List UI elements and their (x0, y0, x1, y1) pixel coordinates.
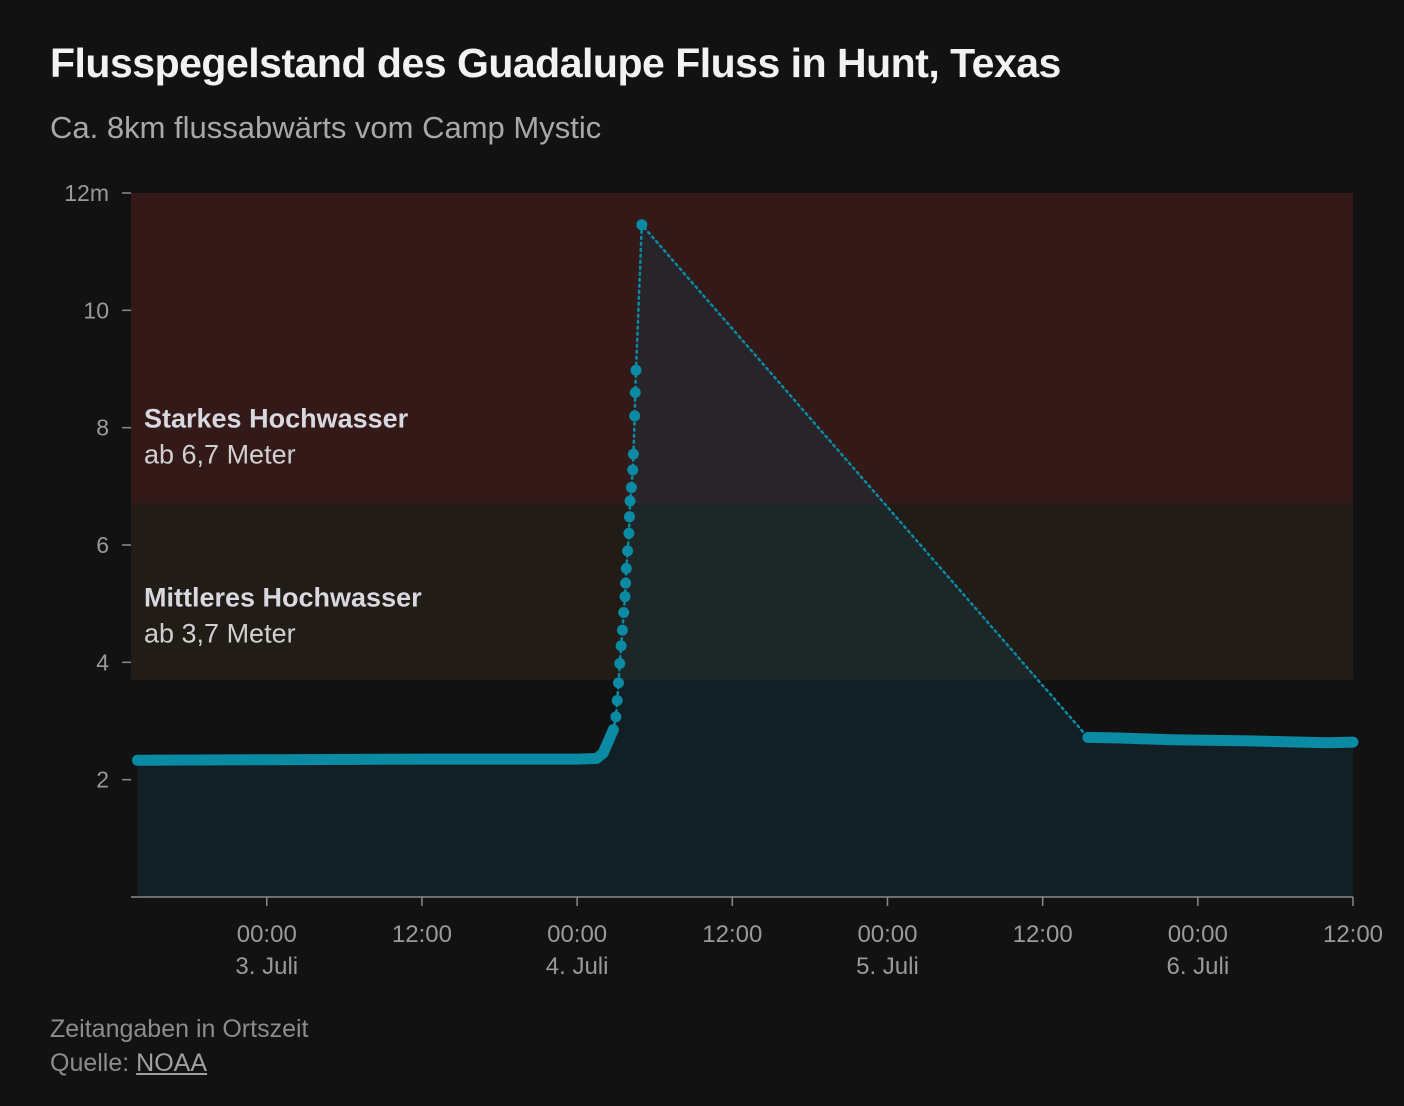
data-point (616, 624, 628, 636)
data-point (615, 640, 627, 652)
x-tick-time-label: 00:00 (237, 921, 297, 948)
footer: Zeitangaben in Ortszeit Quelle: NOAA (50, 1012, 308, 1080)
x-tick-date-label: 3. Juli (235, 953, 298, 980)
y-tick-label: 12m (64, 180, 109, 206)
data-point (625, 482, 637, 493)
data-point (623, 527, 635, 539)
axes: 2 4 6 8 10 12m 00:00 3. Juli 12:00 00:00 4. Juli 12… (64, 180, 1383, 980)
data-point (607, 724, 619, 736)
y-tick-label: 2 (96, 767, 109, 793)
band-label-threshold: ab 3,7 Meter (144, 619, 296, 649)
data-point (614, 658, 626, 669)
x-tick-time-label: 12:00 (1013, 921, 1073, 948)
source-prefix: Quelle: (50, 1049, 137, 1077)
data-point (627, 464, 639, 476)
data-point (611, 695, 623, 706)
x-tick-time-label: 12:00 (392, 921, 452, 948)
x-tick-time-label: 12:00 (702, 921, 762, 948)
data-point (629, 410, 641, 422)
x-tick-time-label: 12:00 (1323, 921, 1383, 948)
band-label-name: Mittleres Hochwasser (144, 583, 422, 613)
page-title: Flusspegelstand des Guadalupe Fluss in H… (50, 40, 1061, 86)
data-point (627, 448, 639, 460)
data-point (624, 495, 636, 507)
band-severe (131, 193, 1353, 504)
y-tick-label: 6 (96, 532, 109, 558)
data-point (630, 364, 642, 376)
data-point (613, 677, 624, 689)
area-fill (137, 224, 1354, 897)
band-labels: Starkes Hochwasser ab 6,7 Meter Mittleres … (144, 404, 422, 649)
data-point (620, 577, 632, 589)
page-subtitle: Ca. 8km flussabwärts vom Camp Mystic (50, 110, 602, 145)
water-level-markers (607, 219, 648, 736)
series-line-solid (1082, 731, 1359, 749)
data-point (624, 511, 635, 523)
source-link[interactable]: NOAA (136, 1049, 208, 1077)
data-point (610, 711, 622, 723)
data-point (622, 545, 634, 557)
flood-bands (131, 193, 1353, 680)
x-tick-date-label: 4. Juli (546, 953, 609, 980)
source-line: Quelle: NOAA (50, 1046, 308, 1080)
band-label-name: Starkes Hochwasser (144, 404, 409, 434)
x-tick-time-label: 00:00 (857, 921, 917, 948)
x-tick-time-label: 00:00 (1168, 921, 1228, 948)
series-line-solid (132, 724, 619, 766)
data-point (618, 607, 630, 618)
x-tick-date-label: 6. Juli (1166, 953, 1229, 980)
water-level-area (137, 224, 1354, 897)
y-tick-label: 8 (96, 415, 109, 441)
data-point (629, 387, 641, 398)
band-label-threshold: ab 6,7 Meter (144, 440, 296, 470)
x-tick-date-label: 5. Juli (856, 953, 919, 980)
time-note: Zeitangaben in Ortszeit (50, 1015, 309, 1043)
data-point (620, 563, 632, 574)
y-tick-label: 4 (96, 649, 109, 675)
data-point (619, 591, 631, 603)
x-tick-time-label: 00:00 (547, 921, 607, 948)
y-tick-label: 10 (83, 297, 109, 323)
band-moderate (131, 503, 1353, 680)
data-point (636, 219, 648, 231)
